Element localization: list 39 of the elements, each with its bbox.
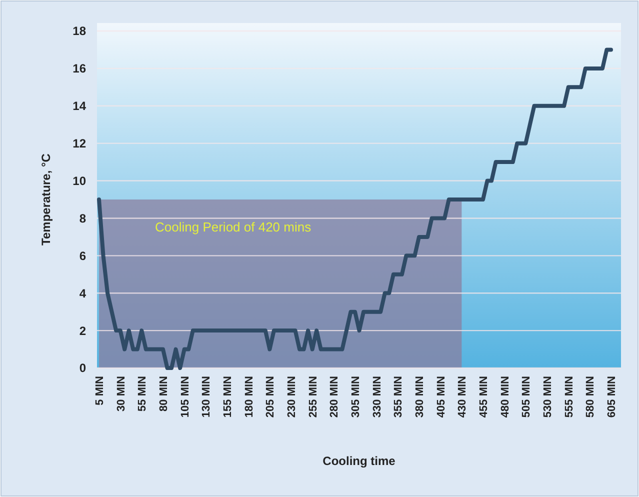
- x-tick-label: 530 MIN: [542, 376, 554, 418]
- x-tick-label: 380 MIN: [414, 376, 426, 418]
- y-tick-label: 4: [79, 286, 86, 300]
- x-tick-label: 30 MIN: [115, 376, 128, 412]
- y-tick-label: 6: [79, 248, 86, 263]
- x-tick-label: 405 MIN: [435, 376, 448, 418]
- x-tick-label: 480 MIN: [499, 376, 512, 418]
- line-series: [97, 48, 613, 370]
- x-tick-label: 455 MIN: [478, 376, 490, 418]
- x-tick-label: 555 MIN: [563, 376, 576, 418]
- x-tick-label: 105 MIN: [179, 376, 192, 418]
- y-tick-label: 12: [72, 136, 86, 151]
- x-tick-label: 155 MIN: [222, 376, 234, 418]
- y-tick-label: 16: [72, 62, 86, 76]
- y-tick-label: 0: [79, 361, 86, 376]
- x-tick-label: 430 MIN: [456, 376, 469, 418]
- x-tick-label: 205 MIN: [264, 376, 277, 418]
- x-tick-label: 305 MIN: [350, 376, 362, 418]
- x-tick-label: 180 MIN: [243, 376, 256, 418]
- y-tick-label: 2: [79, 324, 86, 338]
- y-tick-label: 18: [72, 24, 86, 38]
- x-tick-label: 605 MIN: [606, 376, 618, 418]
- band-label: Cooling Period of 420 mins: [155, 220, 312, 234]
- y-tick-label: 14: [72, 99, 86, 114]
- y-tick-label: 10: [72, 174, 86, 188]
- x-tick-label: 255 MIN: [307, 376, 320, 418]
- x-tick-label: 505 MIN: [520, 376, 533, 418]
- x-tick-label: 355 MIN: [392, 376, 405, 418]
- x-tick-label: 55 MIN: [136, 376, 149, 412]
- y-tick-label: 8: [79, 211, 86, 226]
- x-tick-label: 580 MIN: [584, 376, 597, 418]
- x-tick-label: 330 MIN: [371, 376, 384, 418]
- x-tick-label: 230 MIN: [286, 376, 298, 418]
- x-tick-label: 130 MIN: [200, 376, 213, 418]
- y-axis-title: Temperature, °C: [39, 153, 53, 246]
- x-tick-label: 80 MIN: [158, 376, 170, 412]
- x-tick-label: 280 MIN: [328, 376, 341, 418]
- x-axis-title: Cooling time: [322, 454, 396, 468]
- x-tick-label: 5 MIN: [94, 376, 106, 406]
